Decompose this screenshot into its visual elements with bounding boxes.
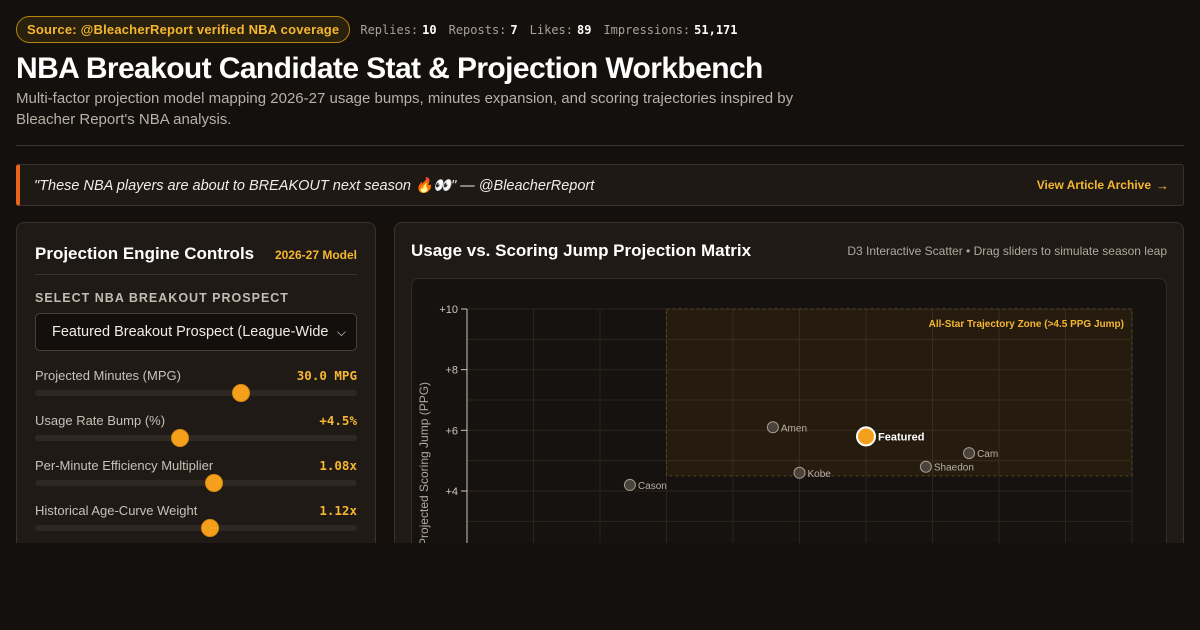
- arrow-right-icon: →: [1156, 177, 1169, 193]
- y-axis-title: Projected Scoring Jump (PPG): [417, 382, 431, 546]
- chart-caption: D3 Interactive Scatter • Drag sliders to…: [847, 244, 1167, 258]
- point-label: Cason: [638, 481, 667, 492]
- source-badge: Source: @BleacherReport verified NBA cov…: [16, 16, 351, 43]
- point-label: Featured: [878, 431, 924, 443]
- model-badge: 2026-27 Model: [274, 248, 357, 262]
- y-axis-ticks: +10 +8 +6 +4: [439, 304, 467, 498]
- all-star-zone-label: All-Star Trajectory Zone (>4.5 PPG Jump): [929, 319, 1124, 330]
- slider-label: Per-Minute Efficiency Multiplier: [35, 458, 214, 473]
- quote-banner: "These NBA players are about to BREAKOUT…: [16, 164, 1184, 206]
- viewport-bottom: [0, 543, 1200, 630]
- slider-value: 1.08x: [319, 458, 357, 473]
- point-label: Cam: [977, 449, 998, 460]
- y-tick-label: +6: [445, 425, 458, 437]
- slider-track[interactable]: [35, 429, 357, 447]
- header-divider: [16, 145, 1184, 146]
- slider-thumb[interactable]: [201, 519, 220, 537]
- slider-label: Historical Age-Curve Weight: [35, 503, 198, 518]
- page-subtitle: Multi-factor projection model mapping 20…: [16, 90, 794, 128]
- scatter-plot: All-Star Trajectory Zone (>4.5 PPG Jump)…: [417, 304, 1133, 561]
- chart-title: Usage vs. Scoring Jump Projection Matrix: [411, 241, 752, 260]
- slider-value: 1.12x: [319, 503, 357, 518]
- metric-reposts: Reposts: 7: [448, 22, 518, 37]
- slider-usage-rate-bump: Usage Rate Bump (%) +4.5%: [35, 412, 357, 447]
- slider-efficiency-multiplier: Per-Minute Efficiency Multiplier 1.08x: [35, 457, 357, 492]
- data-point-kobe[interactable]: Kobe: [793, 466, 832, 480]
- top-bar: Source: @BleacherReport verified NBA cov…: [16, 16, 750, 43]
- point-marker[interactable]: [793, 466, 806, 479]
- quote-text: "These NBA players are about to BREAKOUT…: [34, 177, 595, 194]
- point-marker[interactable]: [963, 447, 976, 460]
- y-tick-label: +4: [445, 486, 458, 498]
- slider-thumb[interactable]: [204, 474, 223, 492]
- data-point-shaedon[interactable]: Shaedon: [919, 460, 974, 474]
- projection-controls-panel: Projection Engine Controls 2026-27 Model…: [16, 222, 376, 562]
- archive-link-label: View Article Archive: [1036, 178, 1151, 192]
- slider-label: Projected Minutes (MPG): [35, 368, 181, 383]
- grid-layer: [466, 308, 1133, 561]
- metric-replies: Replies: 10: [360, 22, 437, 37]
- data-point-cason[interactable]: Cason: [623, 478, 667, 492]
- scatter-plot-area: All-Star Trajectory Zone (>4.5 PPG Jump)…: [411, 278, 1167, 561]
- slider-label: Usage Rate Bump (%): [35, 413, 166, 428]
- y-tick-label: +8: [445, 365, 458, 377]
- slider-value: 30.0 MPG: [296, 368, 357, 383]
- point-marker[interactable]: [856, 426, 876, 447]
- data-point-featured[interactable]: Featured: [856, 426, 924, 447]
- projection-matrix-panel: Usage vs. Scoring Jump Projection Matrix…: [394, 222, 1184, 562]
- all-star-zone: [666, 308, 1133, 477]
- metric-likes: Likes: 89: [529, 22, 592, 37]
- page-title: NBA Breakout Candidate Stat & Projection…: [16, 52, 763, 85]
- slider-thumb[interactable]: [232, 384, 251, 402]
- slider-value: +4.5%: [319, 413, 357, 428]
- point-marker[interactable]: [623, 478, 636, 491]
- data-point-cam[interactable]: Cam: [963, 447, 999, 461]
- view-article-archive-link[interactable]: View Article Archive →: [1037, 178, 1169, 193]
- slider-age-curve-weight: Historical Age-Curve Weight 1.12x: [35, 502, 357, 537]
- controls-title: Projection Engine Controls: [35, 244, 255, 263]
- chart-header: Usage vs. Scoring Jump Projection Matrix…: [411, 241, 1167, 261]
- slider-thumb[interactable]: [170, 429, 189, 447]
- point-marker[interactable]: [766, 421, 779, 434]
- engagement-metrics: Replies: 10 Reposts: 7 Likes: 89 Impression…: [360, 23, 749, 37]
- metric-impressions: Impressions: 51,171: [603, 22, 738, 37]
- controls-header: Projection Engine Controls 2026-27 Model: [35, 223, 357, 275]
- slider-track[interactable]: [35, 384, 357, 402]
- prospect-select[interactable]: Featured Breakout Prospect (League-Wide …: [35, 313, 357, 351]
- prospect-select-label: SELECT NBA BREAKOUT PROSPECT: [35, 291, 289, 305]
- data-point-amen[interactable]: Amen: [766, 421, 807, 435]
- slider-projected-minutes: Projected Minutes (MPG) 30.0 MPG: [35, 367, 357, 402]
- slider-track[interactable]: [35, 519, 357, 537]
- point-marker[interactable]: [919, 460, 932, 473]
- y-tick-label: +10: [439, 304, 458, 316]
- point-label: Shaedon: [934, 463, 974, 474]
- point-label: Kobe: [808, 469, 832, 480]
- chevron-down-icon: ⌵: [336, 324, 346, 339]
- slider-track[interactable]: [35, 474, 357, 492]
- prospect-select-value: Featured Breakout Prospect (League-Wide …: [52, 324, 331, 340]
- point-label: Amen: [781, 423, 807, 434]
